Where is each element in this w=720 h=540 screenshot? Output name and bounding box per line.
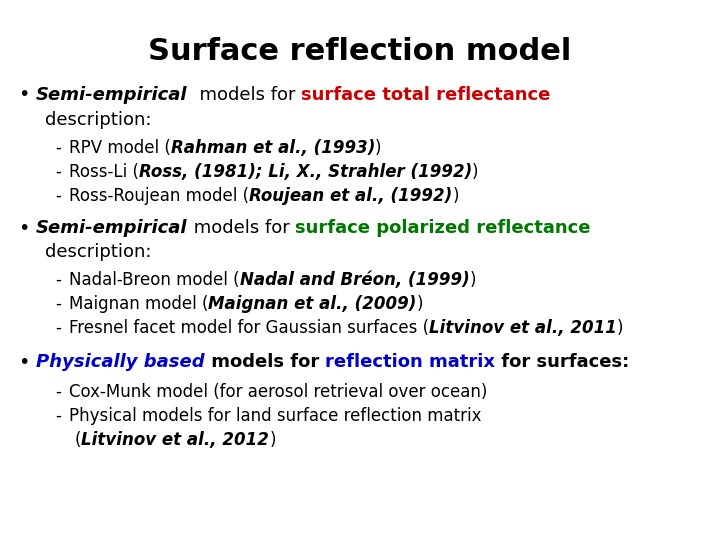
Text: for surfaces:: for surfaces: xyxy=(495,353,629,371)
Text: -: - xyxy=(55,163,61,181)
Text: description:: description: xyxy=(45,243,151,261)
Text: •: • xyxy=(18,219,30,238)
Text: models for: models for xyxy=(204,353,325,371)
Text: models for: models for xyxy=(187,86,301,104)
Text: surface total reflectance: surface total reflectance xyxy=(301,86,550,104)
Text: ): ) xyxy=(469,271,476,289)
Text: ): ) xyxy=(472,163,479,181)
Text: Nadal and Bréon, (1999): Nadal and Bréon, (1999) xyxy=(240,271,469,289)
Text: ): ) xyxy=(269,431,276,449)
Text: description:: description: xyxy=(45,111,151,129)
Text: models for: models for xyxy=(187,219,295,237)
Text: Physical models for land surface reflection matrix: Physical models for land surface reflect… xyxy=(69,407,482,425)
Text: Ross, (1981); Li, X., Strahler (1992): Ross, (1981); Li, X., Strahler (1992) xyxy=(139,163,472,181)
Text: Litvinov et al., 2012: Litvinov et al., 2012 xyxy=(81,431,269,449)
Text: Fresnel facet model for Gaussian surfaces (: Fresnel facet model for Gaussian surface… xyxy=(69,319,429,337)
Text: -: - xyxy=(55,139,61,157)
Text: Ross-Roujean model (: Ross-Roujean model ( xyxy=(69,187,249,205)
Text: Litvinov et al., 2011: Litvinov et al., 2011 xyxy=(429,319,617,337)
Text: Semi-empirical: Semi-empirical xyxy=(36,86,187,104)
Text: ): ) xyxy=(375,139,382,157)
Text: Semi-empirical: Semi-empirical xyxy=(36,219,187,237)
Text: Ross-Li (: Ross-Li ( xyxy=(69,163,139,181)
Text: ): ) xyxy=(452,187,459,205)
Text: ): ) xyxy=(417,295,423,313)
Text: Roujean et al., (1992): Roujean et al., (1992) xyxy=(249,187,452,205)
Text: ): ) xyxy=(617,319,624,337)
Text: Rahman et al., (1993): Rahman et al., (1993) xyxy=(171,139,375,157)
Text: -: - xyxy=(55,271,61,289)
Text: (: ( xyxy=(75,431,81,449)
Text: RPV model (: RPV model ( xyxy=(69,139,171,157)
Text: Physically based: Physically based xyxy=(36,353,204,371)
Text: Maignan et al., (2009): Maignan et al., (2009) xyxy=(208,295,417,313)
Text: surface polarized reflectance: surface polarized reflectance xyxy=(295,219,590,237)
Text: Maignan model (: Maignan model ( xyxy=(69,295,208,313)
Text: •: • xyxy=(18,353,30,372)
Text: -: - xyxy=(55,187,61,205)
Text: Surface reflection model: Surface reflection model xyxy=(148,37,572,66)
Text: -: - xyxy=(55,319,61,337)
Text: -: - xyxy=(55,383,61,401)
Text: reflection matrix: reflection matrix xyxy=(325,353,495,371)
Text: -: - xyxy=(55,407,61,425)
Text: -: - xyxy=(55,295,61,313)
Text: •: • xyxy=(18,85,30,105)
Text: Cox-Munk model (for aerosol retrieval over ocean): Cox-Munk model (for aerosol retrieval ov… xyxy=(69,383,487,401)
Text: Nadal-Breon model (: Nadal-Breon model ( xyxy=(69,271,240,289)
